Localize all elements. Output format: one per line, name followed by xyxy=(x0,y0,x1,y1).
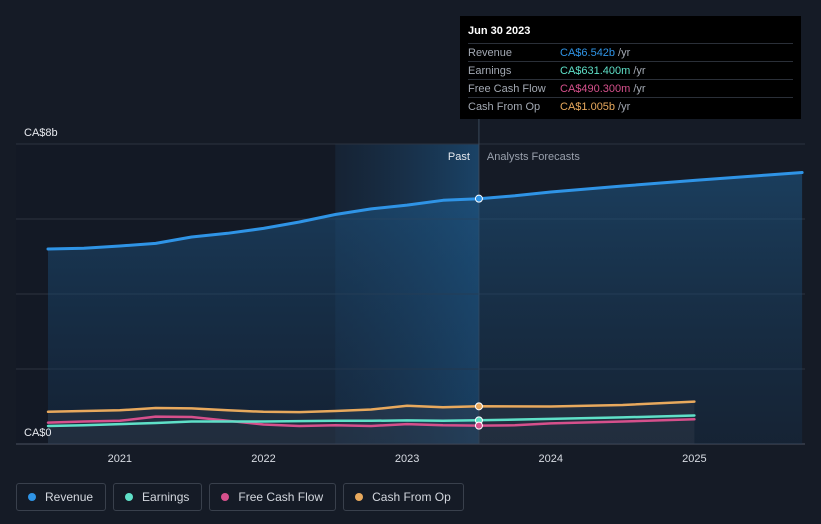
legend: Revenue Earnings Free Cash Flow Cash Fro… xyxy=(16,483,464,511)
tooltip-row-value: CA$490.300m xyxy=(560,82,631,95)
legend-dot-icon xyxy=(125,493,134,501)
tooltip-row-free-cash-flow: Free Cash Flow CA$490.300m /yr xyxy=(468,79,793,97)
legend-dot-icon xyxy=(28,493,36,501)
legend-label: Revenue xyxy=(45,490,94,504)
tooltip-row-revenue: Revenue CA$6.542b /yr xyxy=(468,43,793,61)
series-line-free-cash-flow xyxy=(46,415,696,428)
marker-free-cash-flow xyxy=(474,421,483,430)
tooltip-date: Jun 30 2023 xyxy=(468,25,531,37)
legend-label: Cash From Op xyxy=(372,490,451,504)
x-tick-label: 2023 xyxy=(395,453,419,465)
tooltip-row-value: CA$1.005b xyxy=(560,100,616,113)
tooltip-row-cash-from-op: Cash From Op CA$1.005b /yr xyxy=(468,97,793,115)
forecast-label: Analysts Forecasts xyxy=(487,151,580,163)
revenue-area xyxy=(48,172,803,444)
tooltip-row-name: Cash From Op xyxy=(468,100,541,113)
tooltip-row-value: CA$631.400m xyxy=(560,64,631,77)
x-tick-label: 2024 xyxy=(539,453,563,465)
legend-item-revenue[interactable]: Revenue xyxy=(16,483,107,511)
tooltip-row-unit: /yr xyxy=(633,64,646,77)
tooltip: Jun 30 2023 Revenue CA$6.542b /yr Earnin… xyxy=(460,16,801,119)
tooltip-row-unit: /yr xyxy=(633,82,646,95)
series-line-cash-from-op xyxy=(46,400,696,414)
cash-from-op-area xyxy=(48,401,695,444)
tooltip-row-name: Free Cash Flow xyxy=(468,82,546,95)
y-axis-bottom-label: CA$0 xyxy=(24,427,52,439)
tooltip-row-value: CA$6.542b xyxy=(560,46,616,59)
legend-label: Free Cash Flow xyxy=(238,490,324,504)
past-label: Past xyxy=(448,151,470,163)
tooltip-row-unit: /yr xyxy=(618,100,631,113)
tooltip-row-name: Revenue xyxy=(468,46,513,59)
legend-label: Earnings xyxy=(142,490,190,504)
y-axis-top-label: CA$8b xyxy=(24,127,58,139)
legend-item-earnings[interactable]: Earnings xyxy=(113,483,203,511)
tooltip-row-name: Earnings xyxy=(468,64,512,77)
legend-dot-icon xyxy=(355,493,364,501)
marker-revenue xyxy=(474,194,483,203)
series-line-earnings xyxy=(46,414,696,428)
legend-item-cash-from-op[interactable]: Cash From Op xyxy=(343,483,464,511)
series-line-revenue xyxy=(46,171,804,251)
legend-dot-icon xyxy=(221,493,230,501)
x-tick-label: 2021 xyxy=(108,453,132,465)
tooltip-row-unit: /yr xyxy=(618,46,631,59)
marker-cash-from-op xyxy=(474,402,483,411)
x-tick-label: 2025 xyxy=(682,453,706,465)
tooltip-row-earnings: Earnings CA$631.400m /yr xyxy=(468,61,793,79)
x-tick-label: 2022 xyxy=(251,453,275,465)
legend-item-free-cash-flow[interactable]: Free Cash Flow xyxy=(209,483,337,511)
